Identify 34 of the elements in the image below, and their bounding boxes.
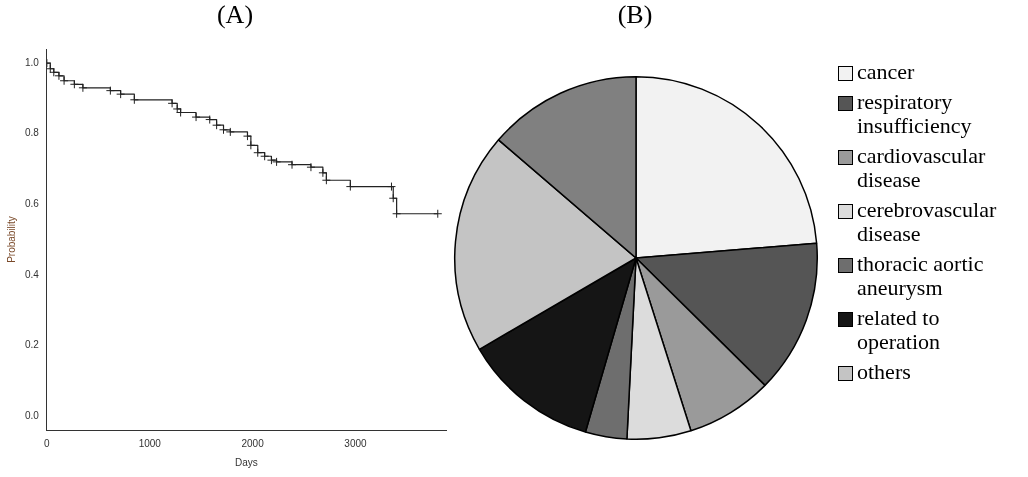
legend-label: cancer — [857, 59, 915, 84]
x-tick-label: 0 — [44, 437, 51, 449]
point — [345, 182, 355, 192]
y-tick-label: 0.2 — [25, 339, 40, 351]
y-axis-title: Probability — [5, 216, 17, 263]
point — [78, 83, 88, 93]
point — [388, 193, 398, 203]
point — [116, 89, 126, 99]
point — [386, 182, 396, 192]
y-tick-label: 0.8 — [25, 127, 40, 139]
point — [306, 162, 316, 172]
point — [321, 175, 331, 185]
chart-title: (B) — [616, 0, 654, 30]
y-tick-label: 0.4 — [25, 268, 40, 280]
point — [318, 168, 328, 178]
y-tick-label: 1.0 — [25, 56, 40, 68]
chart-title: (A) — [215, 0, 255, 30]
point — [433, 209, 443, 219]
y-tick-label: 0.0 — [25, 409, 40, 421]
point — [246, 140, 256, 150]
x-tick-label: 3000 — [344, 437, 368, 449]
point — [205, 115, 215, 125]
legend-label: others — [857, 359, 911, 384]
x-tick-label: 2000 — [241, 437, 265, 449]
point — [225, 127, 235, 137]
point — [129, 95, 139, 105]
point — [287, 160, 297, 170]
x-axis-title: Days — [235, 456, 258, 468]
x-tick-label: 1000 — [138, 437, 162, 449]
point — [69, 79, 79, 89]
point — [392, 209, 402, 219]
y-tick-label: 0.6 — [25, 197, 40, 209]
point — [105, 86, 115, 96]
point — [191, 112, 201, 122]
